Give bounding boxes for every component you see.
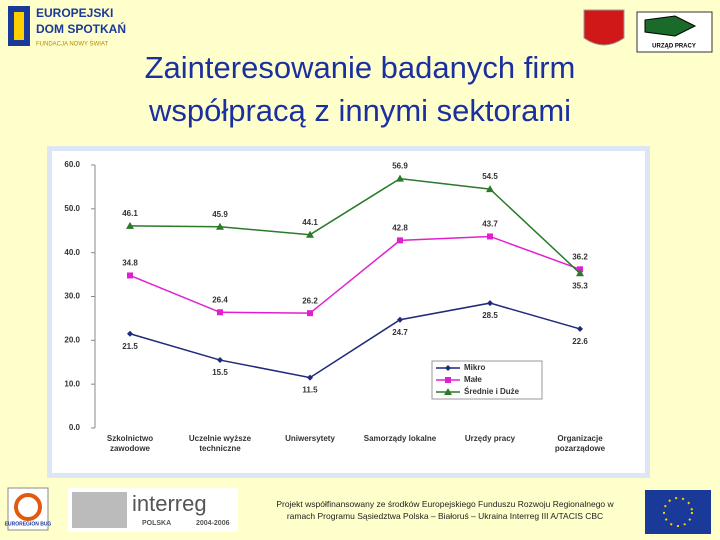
marker <box>127 272 133 279</box>
data-label: 21.5 <box>122 342 138 351</box>
data-label: 46.1 <box>122 209 138 218</box>
data-label: 45.9 <box>212 210 228 219</box>
logo-text: 2004-2006 <box>196 520 230 527</box>
marker <box>577 325 583 332</box>
data-label: 34.8 <box>122 259 138 268</box>
logo-mark <box>72 492 127 528</box>
y-tick-label: 0.0 <box>69 423 81 432</box>
y-tick-label: 50.0 <box>64 204 80 213</box>
marker <box>217 357 223 364</box>
marker <box>396 174 404 182</box>
y-tick-label: 60.0 <box>64 160 80 169</box>
crest <box>583 9 625 46</box>
chart-panel <box>52 151 645 473</box>
legend-label: Mikro <box>464 363 485 372</box>
marker <box>576 269 584 277</box>
data-label: 22.6 <box>572 337 588 346</box>
logo-ring <box>14 493 42 521</box>
x-tick-label: Szkolnictwo zawodowe <box>106 434 154 453</box>
logo-text: FUNDACJA NOWY ŚWIAT <box>36 40 108 48</box>
data-label: 35.3 <box>572 281 588 290</box>
data-label: 28.5 <box>482 311 498 320</box>
marker <box>487 300 493 307</box>
logo-text: EUROREGION BUG <box>5 521 52 527</box>
plot: 0.0 10.0 20.0 30.0 40.0 50.0 60.0 21.5 15.5 11.5 2… <box>64 160 588 432</box>
x-tick-label: Organizacje pozarządowe <box>554 434 606 453</box>
marker <box>307 310 313 317</box>
marker <box>397 316 403 323</box>
marker <box>216 222 224 230</box>
x-tick-label: Uniwersytety <box>285 434 335 443</box>
marker <box>307 374 313 381</box>
logo-text: EUROPEJSKI <box>36 6 113 20</box>
logo-text: POLSKA <box>142 520 171 527</box>
series-line <box>129 235 581 314</box>
x-tick-label: Urzędy pracy <box>464 434 516 443</box>
series-line <box>129 177 581 274</box>
legend-label: Średnie i Duże <box>464 387 520 396</box>
data-label: 36.2 <box>572 252 588 261</box>
series-line <box>129 302 581 379</box>
data-label: 54.5 <box>482 172 498 181</box>
logo-text: URZĄD PRACY <box>652 44 696 50</box>
marker <box>217 309 223 316</box>
footer-text: Projekt współfinansowany ze środków Euro… <box>276 499 614 521</box>
data-label: 15.5 <box>212 368 228 377</box>
x-tick-label: Uczelnie wyższe techniczne <box>188 434 252 453</box>
y-tick-label: 10.0 <box>64 379 80 388</box>
marker <box>486 185 494 193</box>
marker <box>126 221 134 229</box>
marker <box>444 388 452 395</box>
marker <box>306 230 314 238</box>
y-tick-label: 30.0 <box>64 292 80 301</box>
y-tick-label: 40.0 <box>64 248 80 257</box>
logo-text: DOM SPOTKAŃ <box>36 21 126 36</box>
marker <box>397 237 403 244</box>
y-tick-label: 20.0 <box>64 335 80 344</box>
logo-mark <box>14 12 24 40</box>
legend-label: Małe <box>464 375 482 384</box>
data-label: 42.8 <box>392 224 408 233</box>
data-label: 11.5 <box>302 386 318 395</box>
data-label: 26.2 <box>302 296 318 305</box>
data-label: 44.1 <box>302 218 318 227</box>
marker <box>487 233 493 240</box>
marker <box>445 377 451 383</box>
data-label: 43.7 <box>482 220 498 229</box>
title: Zainteresowanie badanych firm współpracą… <box>144 50 576 128</box>
eu-stars <box>663 497 693 527</box>
logo-text: interreg <box>132 491 207 516</box>
logo-arrow <box>644 15 697 37</box>
data-label: 26.4 <box>212 295 228 304</box>
data-label: 56.9 <box>392 162 408 171</box>
marker <box>445 365 451 371</box>
eu-flag <box>645 490 711 534</box>
data-label: 24.7 <box>392 328 408 337</box>
marker <box>127 330 133 337</box>
x-tick-label: Samorządy lokalne <box>363 434 437 443</box>
